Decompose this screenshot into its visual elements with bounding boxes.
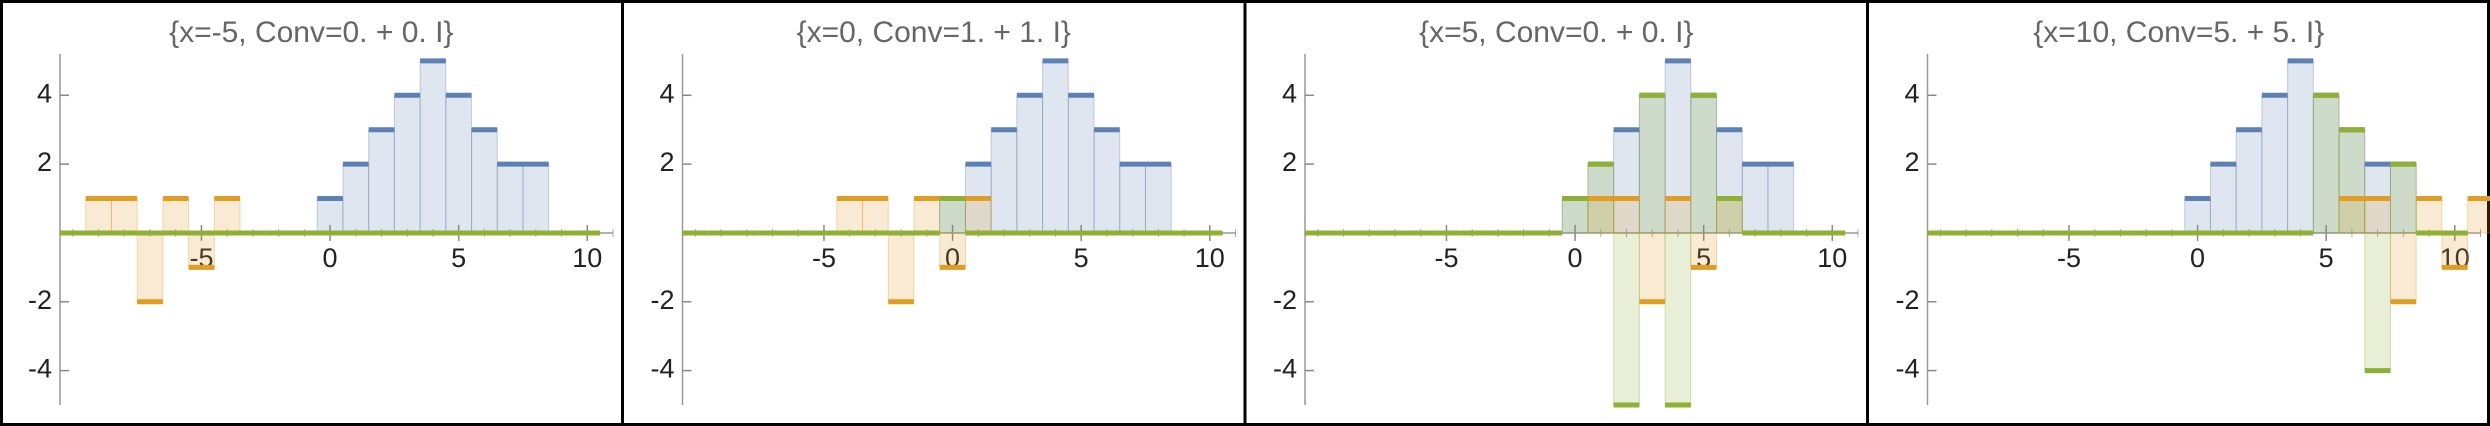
step-shade [1716, 129, 1743, 234]
y-tick-label: -4 [28, 354, 52, 384]
step-shade [1561, 198, 1589, 234]
step-shade [162, 198, 190, 234]
step-shade [342, 163, 370, 234]
step-shade [913, 198, 941, 234]
step-shade [496, 163, 524, 234]
step-shade [887, 232, 915, 303]
step-shade [836, 198, 864, 234]
step-shade [939, 198, 966, 234]
step-shade [1016, 94, 1044, 234]
x-tick-label: 10 [1817, 243, 1847, 273]
chart-title: {x=-5, Conv=0. + 0. I} [169, 16, 453, 49]
x-tick-label: -5 [2057, 243, 2081, 273]
step-shade [939, 232, 966, 268]
step-shade [2467, 198, 2490, 234]
y-tick-label: 2 [37, 147, 52, 177]
step-shade [2261, 94, 2289, 234]
step-shade [471, 129, 498, 234]
x-tick-label: 5 [451, 243, 466, 273]
y-tick-label: -4 [1273, 354, 1297, 384]
step-shade [2364, 232, 2391, 372]
step-shade [1716, 198, 1743, 234]
y-tick-label: 4 [37, 78, 52, 108]
step-shade [393, 94, 421, 234]
y-tick-label: -2 [1895, 285, 1919, 315]
step-shade [1613, 198, 1640, 234]
step-shade [136, 232, 164, 303]
step-shade [1042, 60, 1069, 234]
step-shade [2338, 129, 2366, 234]
step-shade [110, 198, 138, 234]
step-shade [1119, 163, 1146, 234]
x-tick-label: 5 [1074, 243, 1089, 273]
step-shade [1613, 232, 1640, 406]
step-shade [419, 60, 447, 234]
step-shade [2235, 129, 2263, 234]
step-shade [2415, 198, 2443, 234]
x-tick-label: -5 [1434, 243, 1458, 273]
step-shade [1664, 198, 1692, 234]
y-tick-label: -4 [1895, 354, 1919, 384]
x-tick-label: -5 [812, 243, 836, 273]
step-shade [1767, 163, 1795, 234]
step-shade [2287, 60, 2314, 234]
step-shade [1716, 198, 1743, 234]
x-tick-label: 5 [2319, 243, 2334, 273]
step-shade [316, 198, 344, 234]
step-shade [1690, 94, 1718, 234]
step-shade [2312, 94, 2340, 234]
y-tick-label: -2 [650, 285, 674, 315]
step-shade [2184, 198, 2211, 234]
chart-title: {x=5, Conv=0. + 0. I} [1419, 16, 1693, 49]
y-tick-label: 2 [1904, 147, 1919, 177]
step-shade [368, 129, 395, 234]
x-tick-label: 10 [1195, 243, 1225, 273]
chart-title: {x=0, Conv=1. + 1. I} [797, 16, 1071, 49]
x-tick-label: 0 [323, 243, 338, 273]
y-tick-label: 4 [659, 78, 674, 108]
step-shade [213, 198, 241, 234]
step-shade [1664, 60, 1692, 234]
step-shade [862, 198, 889, 234]
step-shade [1638, 232, 1666, 303]
y-tick-label: -2 [1273, 285, 1297, 315]
step-shade [1741, 163, 1769, 234]
step-shade [2389, 163, 2417, 234]
step-shade [1664, 232, 1692, 406]
y-tick-label: -2 [28, 285, 52, 315]
step-shade [2389, 232, 2417, 303]
y-tick-label: 2 [1282, 147, 1297, 177]
step-shade [85, 198, 112, 234]
panel: {x=10, Conv=5. + 5. I}-5 0 5 10-4-224 [1866, 0, 2490, 426]
x-tick-label: 0 [2190, 243, 2205, 273]
x-tick-label: 0 [1568, 243, 1583, 273]
step-shade [188, 232, 215, 268]
step-shade [1144, 163, 1172, 234]
step-shade [2209, 163, 2237, 234]
panel: {x=0, Conv=1. + 1. I}-5 0 5 10-4-224 [621, 0, 1236, 426]
step-shade [1690, 232, 1718, 268]
step-shade [1638, 94, 1666, 234]
chart-title: {x=10, Conv=5. + 5. I} [2033, 16, 2324, 49]
panel: {x=-5, Conv=0. + 0. I}-5 0 5 10-4-224 [28, 16, 614, 405]
step-shade [990, 129, 1018, 234]
step-shade [2364, 198, 2391, 234]
y-tick-label: 2 [659, 147, 674, 177]
step-shade [1690, 94, 1718, 234]
panel: {x=5, Conv=0. + 0. I}-5 0 5 10-4-224 [1243, 0, 1859, 426]
step-shade [445, 94, 473, 234]
step-shade [964, 198, 992, 234]
y-tick-label: 4 [1904, 78, 1919, 108]
y-tick-label: -4 [650, 354, 674, 384]
step-shade [1067, 94, 1095, 234]
step-shade [1638, 94, 1666, 234]
step-shade [1093, 129, 1121, 234]
y-tick-label: 4 [1282, 78, 1297, 108]
step-shade [2441, 232, 2469, 268]
step-shade [2338, 129, 2366, 234]
step-shade [522, 163, 550, 234]
x-tick-label: 10 [572, 243, 602, 273]
